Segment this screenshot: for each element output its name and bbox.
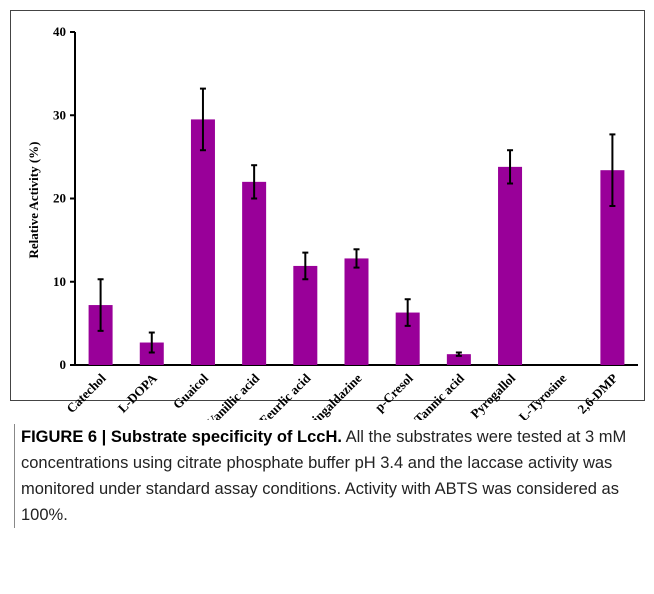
y-tick-label: 0 [60, 357, 67, 372]
x-tick-label: L-Tyrosine [516, 370, 570, 420]
bar [344, 258, 369, 365]
x-tick-label: Pyrogallol [467, 370, 518, 420]
x-tick-label: 2,6-DMP [574, 370, 620, 416]
y-axis-label: Relative Activity (%) [26, 142, 41, 259]
bar [190, 119, 215, 365]
y-tick-label: 30 [53, 107, 66, 122]
bar [139, 342, 164, 365]
bar [293, 265, 318, 365]
caption-label: FIGURE 6 | Substrate specificity of LccH… [21, 428, 342, 446]
y-tick-label: 20 [53, 191, 66, 206]
bar [498, 166, 523, 365]
caption: FIGURE 6 | Substrate specificity of LccH… [14, 424, 651, 528]
x-tick-label: Vanillic acid [203, 370, 263, 420]
x-tick-label: Feurlic acid [256, 370, 314, 420]
y-tick-label: 10 [53, 274, 66, 289]
x-tick-label: p-Cresol [372, 370, 416, 414]
x-tick-label: L-DOPA [115, 370, 161, 416]
x-tick-label: Guaicol [170, 370, 212, 412]
caption-text: All the substrates were tested at 3 mM c… [21, 428, 627, 524]
y-tick-label: 40 [53, 24, 66, 39]
x-tick-label: Catechol [63, 370, 109, 416]
bar [242, 181, 267, 365]
frame [10, 10, 645, 401]
bar [446, 354, 471, 365]
x-tick-label: Tannic acid [411, 370, 468, 420]
